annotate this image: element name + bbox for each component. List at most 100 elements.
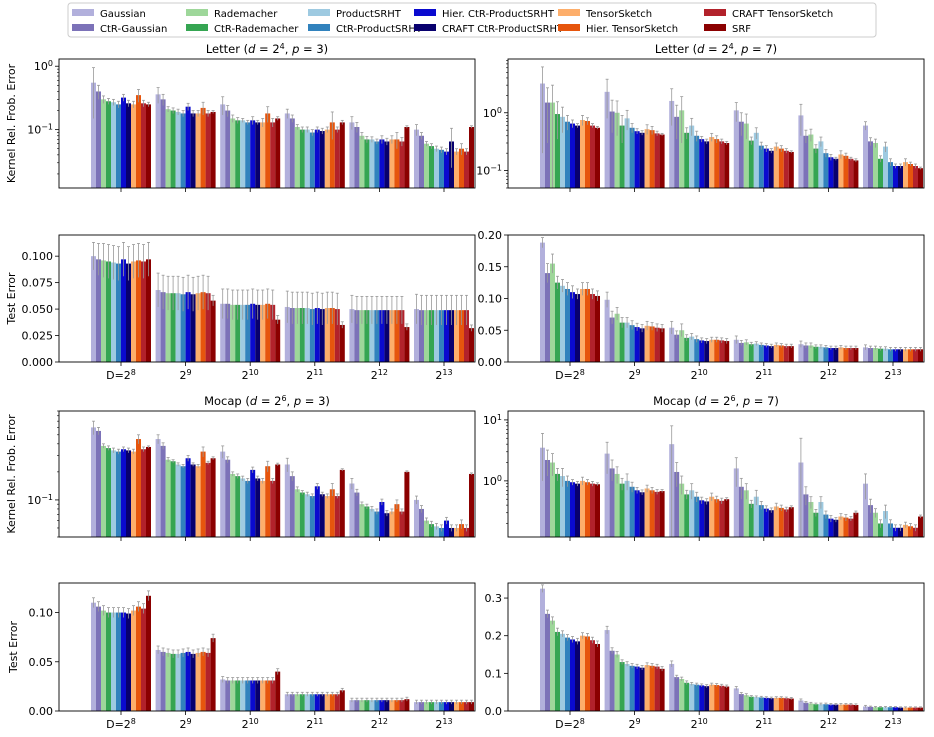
bar [190, 113, 196, 188]
bar [369, 310, 375, 362]
bar [743, 342, 749, 362]
bar [803, 494, 809, 537]
bar [644, 325, 650, 362]
x-tick-label: 213 [884, 368, 901, 383]
bar [619, 322, 625, 362]
bar [604, 299, 610, 362]
bar [235, 120, 241, 188]
bar [180, 652, 186, 711]
bar [394, 139, 400, 188]
bar [101, 445, 106, 537]
bar [116, 612, 121, 711]
bar [898, 527, 903, 537]
bar [116, 451, 121, 537]
bar [394, 504, 400, 537]
y-tick-label: 0.2 [485, 630, 503, 643]
bar [91, 427, 96, 537]
bar [898, 349, 903, 362]
bar [136, 95, 141, 188]
bar [788, 346, 794, 362]
bar [439, 527, 444, 537]
bar [424, 143, 429, 188]
bar [195, 652, 201, 711]
bar [873, 142, 878, 188]
bar [624, 322, 630, 362]
bar [898, 166, 903, 188]
x-tick-label: 213 [435, 368, 452, 383]
bar [918, 168, 923, 188]
bar [763, 508, 769, 537]
bar [808, 134, 814, 188]
bar [190, 464, 196, 537]
bars [91, 67, 474, 188]
y-axis-label: Kernel Rel. Frob. Error [5, 414, 18, 534]
bar [788, 151, 794, 188]
bar [299, 129, 305, 188]
bar [106, 101, 111, 188]
bar [560, 116, 565, 188]
bar [439, 702, 444, 711]
bar [580, 635, 585, 711]
bar [918, 707, 923, 711]
bar [155, 439, 161, 537]
bar [404, 471, 410, 537]
bar [126, 450, 131, 537]
bar [818, 346, 824, 362]
legend-swatch [414, 24, 436, 31]
panel-title: Letter (d = 24, p = 3) [206, 42, 328, 57]
y-tick-label: 101 [483, 412, 502, 427]
bar [225, 110, 231, 188]
bar [694, 684, 700, 711]
bar [309, 132, 315, 188]
y-tick-label: 0.05 [29, 656, 54, 669]
bar [689, 125, 695, 188]
bar [146, 104, 151, 188]
bar [709, 684, 715, 711]
bar [649, 130, 655, 188]
bar [294, 489, 300, 537]
bar [709, 496, 715, 537]
bar [265, 680, 271, 711]
bar [833, 348, 839, 362]
bar [883, 146, 888, 188]
bar [833, 704, 839, 711]
bar [818, 704, 824, 711]
bar [654, 491, 660, 537]
bar [160, 99, 166, 188]
bar [374, 511, 380, 537]
panel-mocap-p7-kernel: 100 101 Mocap (d = 26, p = 7) [483, 394, 925, 541]
bar [131, 451, 136, 537]
bar [240, 120, 246, 188]
bar [773, 146, 779, 188]
bar [848, 518, 854, 537]
legend-label: Rademacher [214, 9, 278, 20]
bar [354, 700, 360, 711]
bar [848, 158, 854, 188]
bar [748, 696, 754, 711]
bar [595, 295, 600, 362]
bar [908, 163, 913, 188]
bar [170, 461, 176, 537]
bar [255, 122, 261, 188]
bar [175, 111, 181, 188]
bar [106, 612, 111, 711]
bar [555, 631, 560, 711]
bar [783, 150, 789, 188]
bar [260, 304, 266, 362]
legend-label: CtR-Gaussian [100, 24, 167, 35]
y-tick-label: 0.05 [478, 324, 503, 337]
bar [170, 653, 176, 711]
bar [324, 129, 330, 188]
bar [913, 527, 918, 537]
bar [454, 310, 459, 362]
legend-label: CRAFT CtR-ProductSRHT [442, 24, 564, 35]
bar [575, 294, 580, 362]
bar [803, 135, 809, 188]
bar [888, 523, 893, 537]
bar [873, 707, 878, 711]
bar [121, 259, 126, 362]
bar [359, 504, 365, 537]
bar [205, 652, 211, 711]
bar [753, 132, 759, 188]
bar [634, 327, 640, 362]
